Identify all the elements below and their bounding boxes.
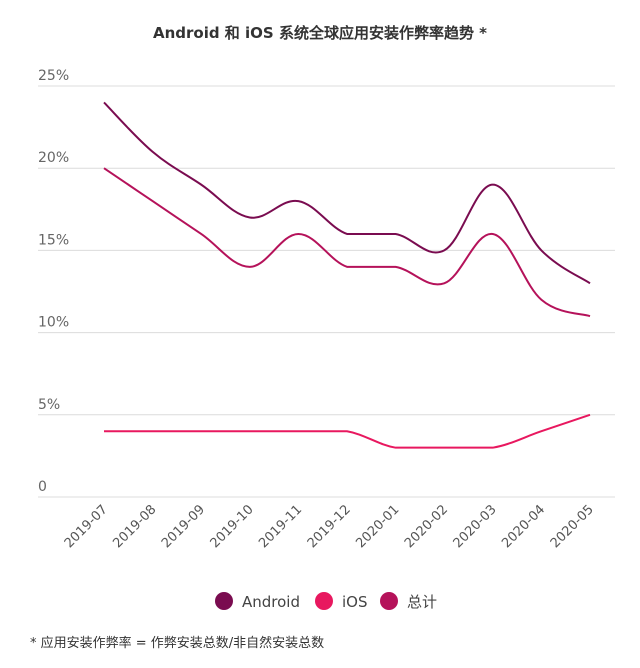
legend-label: iOS <box>342 593 368 611</box>
y-tick-label: 10% <box>38 315 69 331</box>
series-lines <box>103 101 591 449</box>
legend: Android iOS 总计 <box>215 592 437 611</box>
grid <box>38 85 615 498</box>
y-tick-label: 15% <box>38 232 69 248</box>
legend-label: Android <box>242 593 300 611</box>
y-tick-label: 0 <box>38 479 47 495</box>
x-tick-label: 2020-02 <box>402 502 451 551</box>
y-tick-label: 20% <box>38 150 69 166</box>
x-tick-label: 2020-01 <box>353 502 402 551</box>
series-line-ios <box>103 413 591 449</box>
x-tick-label: 2019-09 <box>159 502 208 551</box>
x-tick-label: 2020-04 <box>499 502 548 551</box>
series-line-总计 <box>103 167 591 318</box>
x-tick-label: 2020-03 <box>451 502 500 551</box>
x-tick-label: 2019-07 <box>62 502 111 551</box>
legend-marker <box>380 592 398 610</box>
legend-marker <box>215 592 233 610</box>
x-axis-ticks: 2019-07 2019-08 2019-09 2019-10 2019-11 2019-… <box>62 502 597 551</box>
y-tick-label: 5% <box>38 397 60 413</box>
legend-label: 总计 <box>407 593 437 611</box>
x-tick-label: 2019-12 <box>305 502 354 551</box>
chart-title: Android 和 iOS 系统全球应用安装作弊率趋势 * <box>153 24 487 42</box>
x-tick-label: 2019-08 <box>110 502 159 551</box>
y-axis-ticks: 0 5% 10% 15% 20% 25% <box>38 68 69 495</box>
y-tick-label: 25% <box>38 68 69 84</box>
series-line-android <box>103 101 591 285</box>
x-tick-label: 2019-10 <box>208 502 257 551</box>
legend-marker <box>315 592 333 610</box>
x-tick-label: 2020-05 <box>548 502 597 551</box>
x-tick-label: 2019-11 <box>256 502 305 551</box>
footnote: * 应用安装作弊率 = 作弊安装总数/非自然安装总数 <box>30 635 324 651</box>
